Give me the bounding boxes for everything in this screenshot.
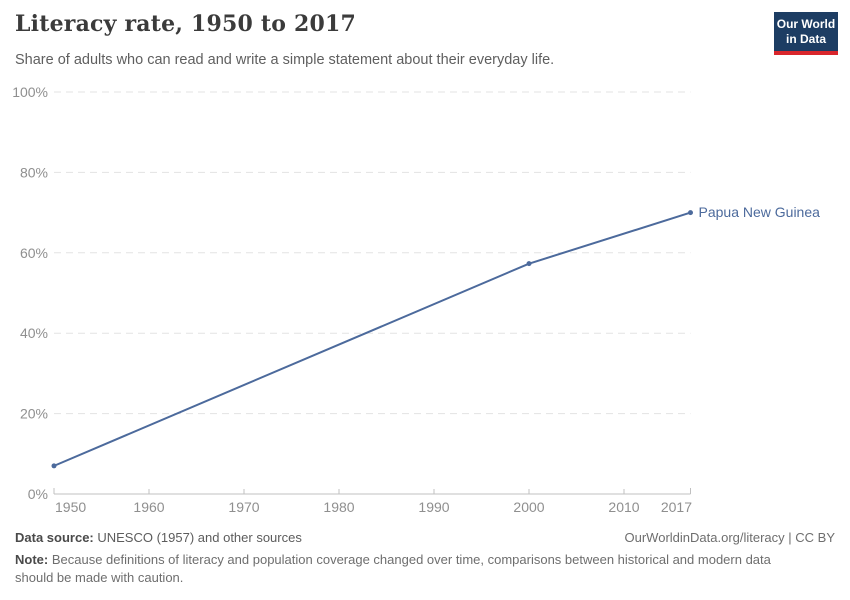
data-point-marker[interactable] bbox=[51, 463, 57, 469]
data-source-label: Data source: bbox=[15, 530, 94, 545]
footer-source-row: Data source: UNESCO (1957) and other sou… bbox=[15, 530, 835, 545]
owid-logo-line2: in Data bbox=[785, 32, 826, 46]
x-tick-label: 2000 bbox=[513, 499, 544, 515]
owid-url-link[interactable]: OurWorldinData.org/literacy | CC BY bbox=[624, 530, 835, 545]
owid-logo-line1: Our World bbox=[776, 17, 836, 31]
footer-note: Note: Because definitions of literacy an… bbox=[15, 551, 793, 586]
chart-subtitle: Share of adults who can read and write a… bbox=[15, 52, 555, 68]
y-tick-label: 80% bbox=[20, 164, 48, 180]
y-tick-label: 20% bbox=[20, 406, 48, 422]
series-line[interactable] bbox=[53, 211, 692, 467]
page-title: Literacy rate, 1950 to 2017 bbox=[15, 11, 357, 37]
x-tick-label: 1950 bbox=[55, 499, 86, 515]
y-tick-label: 40% bbox=[20, 325, 48, 341]
note-text: Because definitions of literacy and popu… bbox=[15, 552, 771, 585]
x-tick-label: 1970 bbox=[228, 499, 259, 515]
data-source-value: UNESCO (1957) and other sources bbox=[93, 530, 302, 545]
note-label: Note: bbox=[15, 552, 49, 567]
data-source-text: Data source: UNESCO (1957) and other sou… bbox=[15, 530, 302, 545]
data-point-marker[interactable] bbox=[526, 261, 532, 267]
series-end-label[interactable]: Papua New Guinea bbox=[699, 204, 821, 220]
y-tick-label: 100% bbox=[12, 84, 48, 100]
owid-logo[interactable]: Our World in Data bbox=[774, 12, 838, 55]
x-tick-label: 1990 bbox=[418, 499, 449, 515]
x-tick-label: 2010 bbox=[608, 499, 639, 515]
data-point-marker[interactable] bbox=[688, 210, 693, 216]
x-tick-label: 1960 bbox=[133, 499, 164, 515]
y-tick-label: 60% bbox=[20, 245, 48, 261]
y-tick-label: 0% bbox=[28, 486, 48, 502]
x-tick-label: 2017 bbox=[661, 499, 692, 515]
x-tick-label: 1980 bbox=[323, 499, 354, 515]
